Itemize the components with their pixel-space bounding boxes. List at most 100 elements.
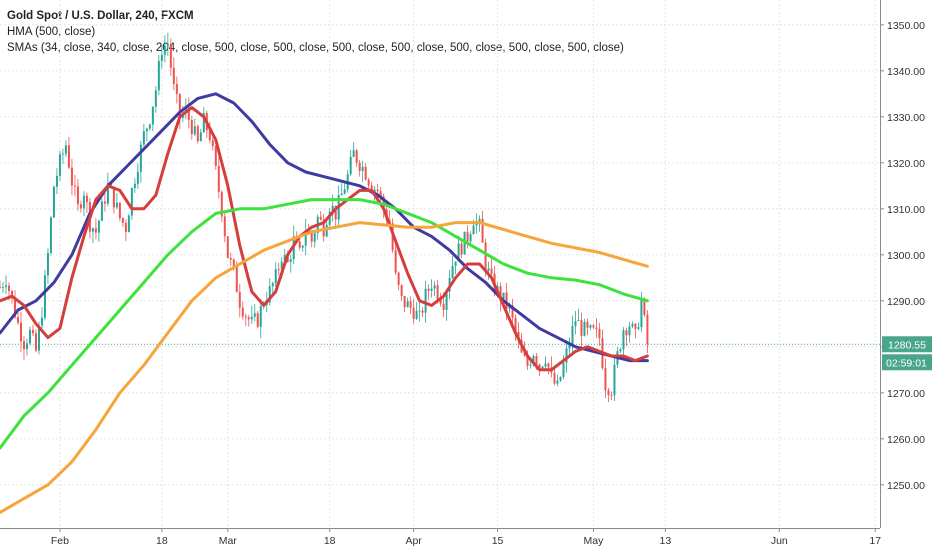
candle-body bbox=[190, 120, 193, 135]
y-tick-label: 1300.00 bbox=[887, 250, 925, 262]
y-tick-label: 1320.00 bbox=[887, 158, 925, 170]
candle-body bbox=[469, 234, 472, 242]
sma-legend-entry: SMAs (34, close, 340, close, 204, close,… bbox=[7, 42, 624, 54]
countdown-timer: 02:59:01 bbox=[886, 357, 927, 369]
y-tick-label: 1340.00 bbox=[887, 66, 925, 78]
candle bbox=[328, 208, 331, 230]
candle-body bbox=[217, 165, 220, 192]
candle-body bbox=[154, 90, 157, 107]
candle-body bbox=[10, 290, 13, 298]
candle bbox=[100, 198, 103, 222]
candle bbox=[253, 304, 256, 322]
candle bbox=[28, 326, 31, 346]
y-tick-label: 1350.00 bbox=[887, 20, 925, 32]
candle bbox=[16, 311, 19, 325]
candle-body bbox=[595, 327, 598, 329]
candle bbox=[568, 337, 571, 356]
candle bbox=[451, 256, 454, 280]
candle-body bbox=[160, 54, 163, 62]
candle-body bbox=[34, 333, 37, 351]
candle bbox=[343, 182, 346, 195]
candle-body bbox=[310, 231, 313, 242]
candle-body bbox=[622, 330, 625, 350]
candle-body bbox=[502, 292, 505, 301]
candle bbox=[619, 347, 622, 354]
candle bbox=[406, 297, 409, 308]
candle-body bbox=[40, 317, 43, 326]
candle-body bbox=[25, 343, 28, 350]
candle bbox=[397, 271, 400, 291]
candle-body bbox=[106, 182, 109, 204]
candle bbox=[115, 193, 118, 209]
candle-body bbox=[127, 215, 130, 233]
candle bbox=[595, 318, 598, 339]
candle-body bbox=[460, 243, 463, 255]
candle-body bbox=[82, 195, 85, 209]
candle-body bbox=[499, 286, 502, 301]
candle bbox=[592, 323, 595, 329]
candle bbox=[364, 162, 367, 181]
candle-body bbox=[283, 254, 286, 262]
candle bbox=[583, 318, 586, 337]
x-tick-label: Mar bbox=[219, 535, 238, 547]
candle bbox=[40, 307, 43, 329]
candle bbox=[229, 252, 232, 266]
candle-body bbox=[238, 292, 241, 308]
candle-body bbox=[565, 348, 568, 363]
candle-body bbox=[136, 171, 139, 184]
candle-body bbox=[442, 303, 445, 310]
candle bbox=[106, 172, 109, 207]
candle bbox=[271, 281, 274, 295]
candle bbox=[274, 262, 277, 287]
candle-body bbox=[157, 61, 160, 91]
candle bbox=[610, 391, 613, 401]
candle-body bbox=[340, 193, 343, 196]
candle-body bbox=[178, 93, 181, 118]
candle bbox=[97, 219, 100, 242]
candle bbox=[238, 283, 241, 318]
candle-body bbox=[325, 224, 328, 237]
candle-body bbox=[22, 341, 25, 350]
candle-body bbox=[244, 316, 247, 318]
candle-body bbox=[415, 310, 418, 319]
candle-body bbox=[559, 377, 562, 381]
candle bbox=[214, 144, 217, 170]
x-tick-label: Jun bbox=[771, 535, 788, 547]
sma-34-line bbox=[0, 106, 649, 372]
candle-body bbox=[397, 272, 400, 286]
candle-body bbox=[394, 250, 397, 273]
candle-body bbox=[52, 186, 55, 218]
candle bbox=[130, 187, 133, 221]
candle bbox=[175, 76, 178, 104]
candle-body bbox=[424, 288, 427, 313]
candle-body bbox=[103, 201, 106, 204]
candle-body bbox=[577, 320, 580, 322]
candle-body bbox=[628, 326, 631, 336]
candle-body bbox=[526, 355, 529, 366]
candle bbox=[196, 124, 199, 144]
candle bbox=[85, 192, 88, 214]
candle-body bbox=[553, 372, 556, 384]
candle-body bbox=[331, 205, 334, 212]
candle bbox=[145, 127, 148, 142]
candle bbox=[220, 190, 223, 223]
candle-body bbox=[124, 222, 127, 233]
last-price-value: 1280.55 bbox=[888, 339, 926, 351]
x-tick-label: Feb bbox=[51, 535, 69, 547]
candle bbox=[82, 191, 85, 217]
x-axis-panel bbox=[0, 528, 932, 550]
candle-body bbox=[523, 352, 526, 356]
candle-body bbox=[568, 344, 571, 349]
candle-body bbox=[169, 43, 172, 68]
candle-body bbox=[298, 241, 301, 248]
candle-body bbox=[61, 153, 64, 155]
candle-body bbox=[532, 356, 535, 365]
candle bbox=[193, 118, 196, 137]
candle bbox=[52, 185, 55, 219]
candle-body bbox=[511, 305, 514, 318]
candle-body bbox=[466, 231, 469, 242]
candle-body bbox=[172, 67, 175, 84]
candle-body bbox=[226, 236, 229, 258]
candle-body bbox=[634, 323, 637, 329]
